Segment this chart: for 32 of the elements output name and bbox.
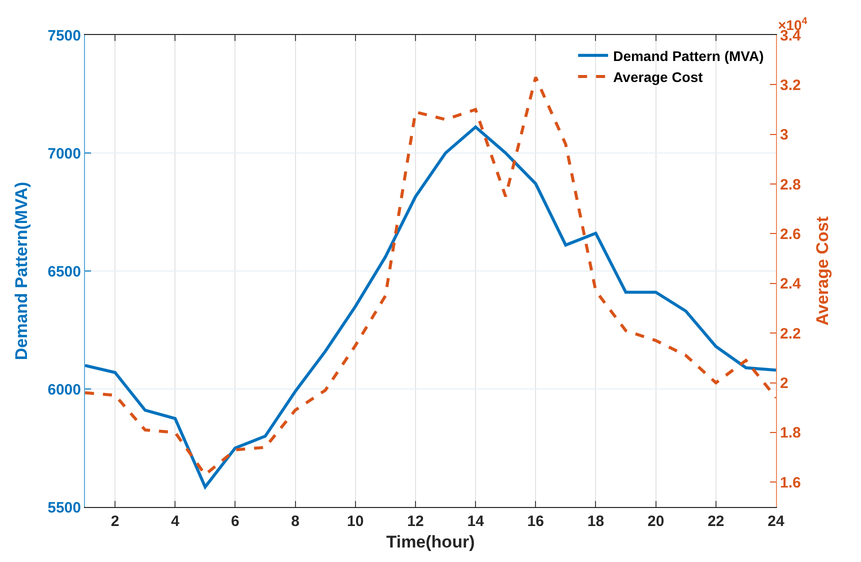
- y2-tick-label: 2.4: [780, 276, 802, 293]
- x-tick-label: 24: [768, 513, 785, 530]
- y2-tick-label: 2: [780, 375, 788, 392]
- y2-tick-label: 2.6: [780, 226, 801, 243]
- y2-tick-label: 3.2: [780, 76, 801, 94]
- x-tick-label: 18: [587, 513, 604, 530]
- legend-label: Average Cost: [613, 68, 704, 85]
- x-tick-label: 2: [110, 513, 120, 530]
- line-series: [85, 126, 776, 488]
- legend-label: Demand Pattern (MVA): [613, 48, 764, 64]
- y-tick-label: 6000: [48, 381, 81, 398]
- x-tick-label: 8: [291, 513, 300, 530]
- x-tick-label: 16: [527, 513, 544, 530]
- y2-axis-title: Average Cost: [812, 216, 832, 326]
- x-tick-label: 6: [231, 513, 240, 530]
- y-axis-title: Demand Pattern(MVA): [12, 182, 32, 360]
- y2-tick-label: 1.8: [780, 424, 801, 442]
- y2-tick-label: 1.6: [780, 474, 801, 492]
- y2-tick-label: 3: [780, 126, 788, 144]
- y-tick-label: 5500: [48, 499, 81, 516]
- y-tick-label: 7500: [48, 27, 81, 44]
- y2-tick-label: 2.8: [780, 176, 801, 194]
- x-tick-label: 10: [347, 513, 364, 530]
- y-tick-label: 6500: [48, 263, 81, 280]
- x-tick-label: 22: [708, 513, 724, 530]
- x-tick-label: 12: [407, 513, 424, 530]
- y2-tick-label: 2.2: [780, 325, 801, 342]
- y-tick-label: 7000: [48, 145, 81, 162]
- x-tick-label: 14: [467, 513, 485, 530]
- x-tick-label: 4: [170, 513, 180, 530]
- x-axis-title: Time(hour): [386, 532, 475, 552]
- x-tick-label: 20: [647, 513, 664, 530]
